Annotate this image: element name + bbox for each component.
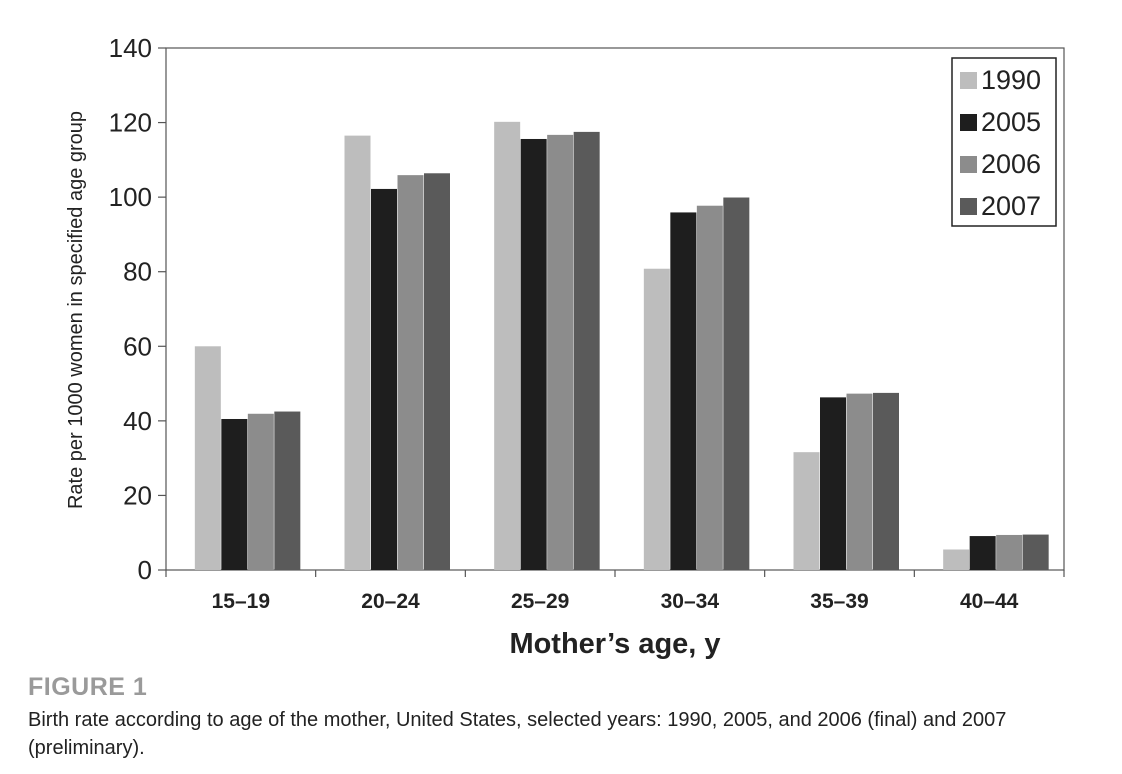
x-axis-label: Mother’s age, y	[509, 628, 720, 660]
x-tick-label: 30–34	[661, 590, 720, 613]
x-tick-label: 40–44	[960, 590, 1019, 613]
y-tick-label: 60	[123, 331, 152, 361]
y-tick-label: 0	[138, 555, 152, 585]
y-axis-label: Rate per 1000 women in specified age gro…	[65, 111, 87, 509]
bar-1990-4	[793, 452, 820, 570]
legend-swatch-2005	[960, 114, 977, 131]
bar-2005-1	[371, 188, 397, 570]
x-tick-label: 35–39	[810, 590, 868, 613]
y-tick-label: 120	[109, 108, 152, 138]
bar-2005-3	[670, 212, 697, 570]
x-tick-label: 15–19	[212, 590, 270, 613]
figure-caption: FIGURE 1 Birth rate according to age of …	[28, 672, 1108, 762]
bar-2006-1	[397, 175, 424, 570]
bar-2006-2	[547, 134, 574, 570]
legend-swatch-1990	[960, 72, 977, 89]
legend-label: 2007	[981, 191, 1041, 221]
bar-2005-4	[820, 397, 846, 570]
bar-1990-0	[194, 346, 221, 570]
y-tick-label: 20	[123, 480, 152, 510]
bar-2007-3	[723, 197, 750, 570]
legend-swatch-2007	[960, 198, 977, 215]
bar-1990-2	[494, 121, 521, 570]
bar-1990-3	[643, 268, 670, 570]
y-tick-label: 140	[109, 33, 152, 63]
bar-2005-5	[969, 536, 996, 570]
bar-2007-2	[573, 131, 600, 570]
bar-2007-1	[424, 173, 450, 570]
bar-2006-5	[996, 534, 1023, 570]
bar-2006-3	[696, 205, 723, 570]
x-tick-label: 25–29	[511, 590, 569, 613]
legend-swatch-2006	[960, 156, 977, 173]
bar-2007-5	[1022, 534, 1049, 570]
legend-label: 1990	[981, 65, 1041, 95]
plot-area-frame	[165, 47, 1065, 571]
bar-2006-4	[846, 393, 873, 570]
caption-text: Birth rate according to age of the mothe…	[28, 709, 1007, 759]
bar-1990-1	[344, 135, 371, 570]
y-tick-label: 80	[123, 257, 152, 287]
legend-label: 2006	[981, 149, 1041, 179]
legend-label: 2005	[981, 107, 1041, 137]
bar-2007-4	[873, 392, 899, 570]
bar-2006-0	[247, 413, 274, 570]
bar-1990-5	[943, 549, 970, 570]
bar-2005-0	[221, 418, 248, 570]
bar-2007-0	[274, 411, 301, 570]
bar-chart: 0 20 40 60 80 100 120 140 15–19 20–24 25–29 30–34 3…	[65, 33, 1065, 660]
figure-label: FIGURE 1	[28, 673, 148, 701]
y-tick-label: 100	[109, 182, 152, 212]
y-tick-label: 40	[123, 406, 152, 436]
x-tick-label: 20–24	[361, 590, 420, 613]
bar-2005-2	[520, 138, 547, 570]
